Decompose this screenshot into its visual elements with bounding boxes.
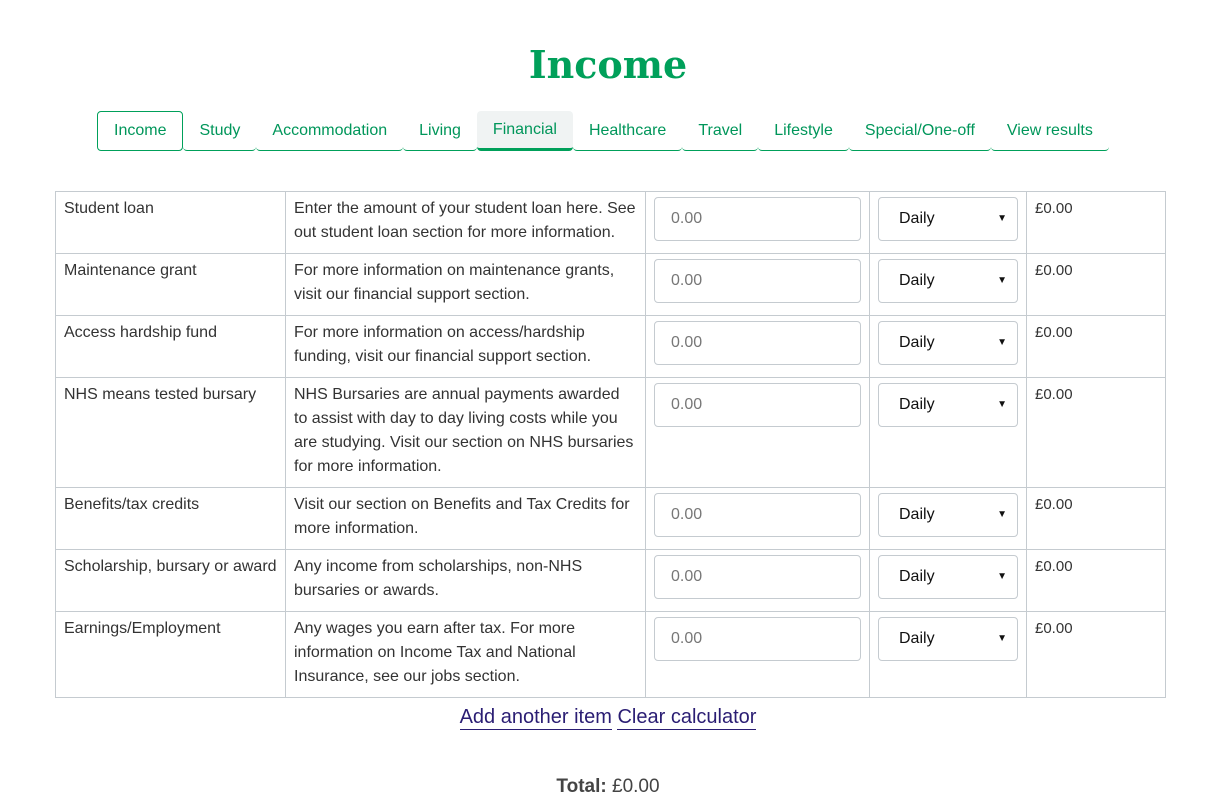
period-value: Daily <box>899 568 935 585</box>
amount-input[interactable]: 0.00 <box>654 383 861 427</box>
amount-placeholder: 0.00 <box>671 506 703 523</box>
period-select[interactable]: Daily ▼ <box>878 321 1018 365</box>
period-cell: Daily ▼ <box>869 315 1027 378</box>
amount-cell: 0.00 <box>645 315 870 378</box>
tab-view-results[interactable]: View results <box>990 111 1109 151</box>
period-value: Daily <box>899 210 935 227</box>
item-name: Earnings/Employment <box>55 611 286 698</box>
add-item-link[interactable]: Add another item <box>459 706 612 730</box>
amount-placeholder: 0.00 <box>671 630 703 647</box>
row-total: £0.00 <box>1026 253 1166 316</box>
amount-cell: 0.00 <box>645 487 870 550</box>
period-cell: Daily ▼ <box>869 377 1027 488</box>
row-total: £0.00 <box>1026 549 1166 612</box>
table-row: Earnings/Employment Any wages you earn a… <box>55 611 1166 698</box>
amount-input[interactable]: 0.00 <box>654 197 861 241</box>
item-name: Scholarship, bursary or award <box>55 549 286 612</box>
amount-cell: 0.00 <box>645 549 870 612</box>
item-description: For more information on access/hardship … <box>285 315 646 378</box>
item-description: Any income from scholarships, non-NHS bu… <box>285 549 646 612</box>
dropdown-arrow-icon: ▼ <box>997 509 1007 520</box>
amount-input[interactable]: 0.00 <box>654 321 861 365</box>
period-select[interactable]: Daily ▼ <box>878 383 1018 427</box>
dropdown-arrow-icon: ▼ <box>997 571 1007 582</box>
amount-cell: 0.00 <box>645 253 870 316</box>
row-total: £0.00 <box>1026 487 1166 550</box>
tab-healthcare[interactable]: Healthcare <box>572 111 683 151</box>
period-cell: Daily ▼ <box>869 487 1027 550</box>
item-description: NHS Bursaries are annual payments awarde… <box>285 377 646 488</box>
amount-placeholder: 0.00 <box>671 396 703 413</box>
item-name: Student loan <box>55 191 286 254</box>
tab-travel[interactable]: Travel <box>682 111 759 151</box>
income-table: Student loan Enter the amount of your st… <box>55 191 1166 698</box>
period-select[interactable]: Daily ▼ <box>878 197 1018 241</box>
period-value: Daily <box>899 506 935 523</box>
period-cell: Daily ▼ <box>869 611 1027 698</box>
total-label: Total: <box>556 776 607 797</box>
dropdown-arrow-icon: ▼ <box>997 275 1007 286</box>
tab-bar: Income Study Accommodation Living Financ… <box>97 111 1109 151</box>
page-title: Income <box>528 42 688 87</box>
amount-input[interactable]: 0.00 <box>654 259 861 303</box>
item-description: Visit our section on Benefits and Tax Cr… <box>285 487 646 550</box>
period-cell: Daily ▼ <box>869 253 1027 316</box>
tab-accommodation[interactable]: Accommodation <box>256 111 404 151</box>
amount-placeholder: 0.00 <box>671 568 703 585</box>
item-name: Benefits/tax credits <box>55 487 286 550</box>
amount-input[interactable]: 0.00 <box>654 555 861 599</box>
item-description: Enter the amount of your student loan he… <box>285 191 646 254</box>
amount-cell: 0.00 <box>645 377 870 488</box>
dropdown-arrow-icon: ▼ <box>997 213 1007 224</box>
actions: Add another item Clear calculator <box>0 706 1216 730</box>
row-total: £0.00 <box>1026 611 1166 698</box>
tab-income[interactable]: Income <box>97 111 184 151</box>
item-name: Maintenance grant <box>55 253 286 316</box>
period-value: Daily <box>899 272 935 289</box>
amount-placeholder: 0.00 <box>671 210 703 227</box>
row-total: £0.00 <box>1026 377 1166 488</box>
dropdown-arrow-icon: ▼ <box>997 633 1007 644</box>
dropdown-arrow-icon: ▼ <box>997 337 1007 348</box>
period-select[interactable]: Daily ▼ <box>878 555 1018 599</box>
table-row: Scholarship, bursary or award Any income… <box>55 549 1166 612</box>
table-row: Access hardship fund For more informatio… <box>55 315 1166 378</box>
period-value: Daily <box>899 630 935 647</box>
tab-financial[interactable]: Financial <box>476 111 573 151</box>
total: Total: £0.00 <box>0 776 1216 798</box>
table-row: Student loan Enter the amount of your st… <box>55 191 1166 254</box>
clear-calculator-link[interactable]: Clear calculator <box>617 706 757 730</box>
period-select[interactable]: Daily ▼ <box>878 617 1018 661</box>
period-select[interactable]: Daily ▼ <box>878 493 1018 537</box>
total-value: £0.00 <box>612 776 660 797</box>
table-row: NHS means tested bursary NHS Bursaries a… <box>55 377 1166 488</box>
amount-input[interactable]: 0.00 <box>654 617 861 661</box>
table-row: Benefits/tax credits Visit our section o… <box>55 487 1166 550</box>
tab-special[interactable]: Special/One-off <box>848 111 991 151</box>
item-name: Access hardship fund <box>55 315 286 378</box>
amount-placeholder: 0.00 <box>671 272 703 289</box>
item-description: For more information on maintenance gran… <box>285 253 646 316</box>
period-value: Daily <box>899 334 935 351</box>
period-cell: Daily ▼ <box>869 549 1027 612</box>
period-select[interactable]: Daily ▼ <box>878 259 1018 303</box>
period-value: Daily <box>899 396 935 413</box>
tab-living[interactable]: Living <box>403 111 477 151</box>
tab-lifestyle[interactable]: Lifestyle <box>758 111 849 151</box>
tab-study[interactable]: Study <box>183 111 257 151</box>
amount-cell: 0.00 <box>645 611 870 698</box>
table-row: Maintenance grant For more information o… <box>55 253 1166 316</box>
dropdown-arrow-icon: ▼ <box>997 399 1007 410</box>
row-total: £0.00 <box>1026 315 1166 378</box>
period-cell: Daily ▼ <box>869 191 1027 254</box>
amount-placeholder: 0.00 <box>671 334 703 351</box>
amount-cell: 0.00 <box>645 191 870 254</box>
item-name: NHS means tested bursary <box>55 377 286 488</box>
row-total: £0.00 <box>1026 191 1166 254</box>
item-description: Any wages you earn after tax. For more i… <box>285 611 646 698</box>
amount-input[interactable]: 0.00 <box>654 493 861 537</box>
